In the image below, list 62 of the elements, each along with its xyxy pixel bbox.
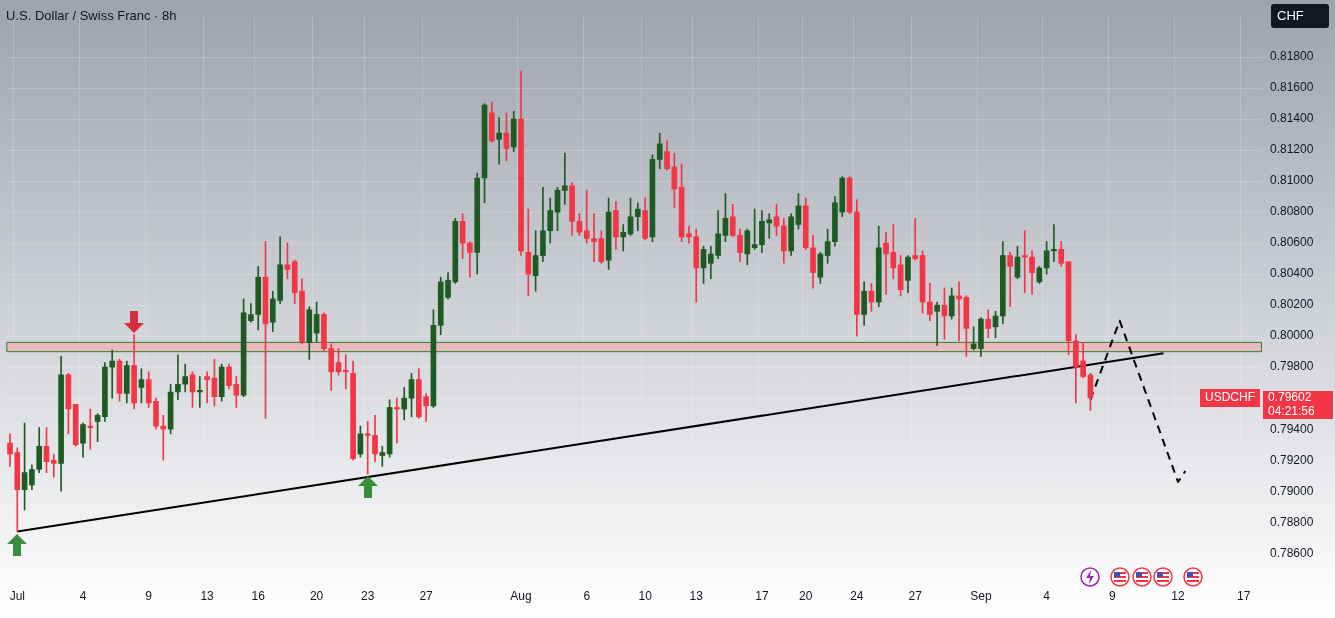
candlestick xyxy=(394,397,400,444)
y-tick-label: 0.80400 xyxy=(1270,266,1314,281)
x-tick-label: 9 xyxy=(145,589,153,604)
y-tick-label: 0.81000 xyxy=(1270,173,1314,188)
y-tick-label: 0.78800 xyxy=(1270,514,1314,529)
x-tick-label: 27 xyxy=(419,589,434,604)
candlestick xyxy=(883,231,889,295)
x-tick-label: 4 xyxy=(1043,589,1051,604)
y-tick-label: 0.81200 xyxy=(1270,142,1314,157)
x-tick-label: 13 xyxy=(689,589,704,604)
candlestick xyxy=(934,301,940,346)
y-tick-label: 0.80600 xyxy=(1270,235,1314,250)
candlestick xyxy=(525,208,532,297)
candlestick xyxy=(912,217,919,261)
candlestick xyxy=(342,354,349,390)
candlestick xyxy=(686,225,692,244)
x-tick-label: 16 xyxy=(251,589,266,604)
candlestick xyxy=(620,224,627,252)
candlestick xyxy=(496,117,502,165)
x-tick-label: 17 xyxy=(755,589,769,604)
x-tick-label: 4 xyxy=(79,589,87,604)
candlestick xyxy=(160,414,167,461)
x-tick-label: 20 xyxy=(309,589,324,604)
text: 04:21:56 xyxy=(1268,404,1316,419)
y-axis-title: CHF xyxy=(1271,4,1329,28)
x-tick-label: 6 xyxy=(583,589,591,604)
y-tick-label: 0.80800 xyxy=(1270,204,1314,219)
candlestick xyxy=(87,408,94,450)
chart-title: U.S. Dollar / Swiss Franc · 8h xyxy=(6,8,177,23)
text: 0.79602 xyxy=(1268,390,1312,405)
x-tick-label: Sep xyxy=(970,589,992,604)
x-tick-label: 13 xyxy=(200,589,215,604)
candlestick xyxy=(204,371,210,404)
candlestick xyxy=(1021,230,1028,294)
y-tick-label: 0.79000 xyxy=(1270,483,1314,498)
y-tick-label: 0.79200 xyxy=(1270,452,1314,467)
x-tick-label: 9 xyxy=(1109,589,1116,604)
x-tick-label: Aug xyxy=(510,589,532,604)
candlestick xyxy=(1051,224,1057,263)
x-tick-label: 10 xyxy=(638,589,653,604)
candlestick xyxy=(50,453,57,478)
y-tick-label: 0.81800 xyxy=(1270,49,1314,64)
candlestick xyxy=(379,445,386,467)
x-tick-label: 20 xyxy=(799,589,813,604)
x-tick-label: 24 xyxy=(850,589,864,604)
y-tick-label: 0.80000 xyxy=(1270,328,1314,343)
x-tick-label: 27 xyxy=(908,589,923,604)
candlestick xyxy=(196,376,203,408)
y-tick-label: 0.79400 xyxy=(1270,421,1314,436)
candlestick xyxy=(561,152,568,205)
y-tick-label: 0.81600 xyxy=(1270,80,1314,95)
x-tick-label: Jul xyxy=(9,589,25,604)
x-tick-label: 12 xyxy=(1171,589,1186,604)
y-tick-label: 0.79800 xyxy=(1270,359,1314,374)
y-tick-label: 0.80200 xyxy=(1270,297,1314,312)
y-tick-label: 0.81400 xyxy=(1270,111,1314,126)
candlestick xyxy=(467,241,473,278)
x-tick-label: 23 xyxy=(361,589,375,604)
x-tick-label: 17 xyxy=(1237,589,1251,604)
y-tick-label: 0.78600 xyxy=(1270,545,1314,560)
candlestick xyxy=(1007,252,1013,308)
annotation: USDCHF xyxy=(1205,390,1255,405)
